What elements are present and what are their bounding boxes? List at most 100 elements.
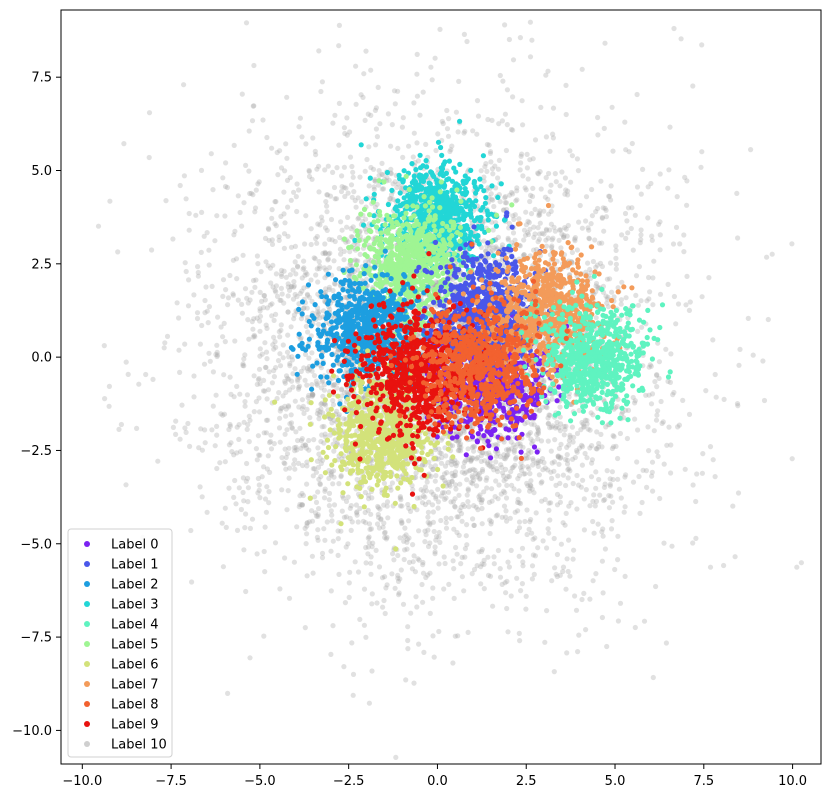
data-point [652, 379, 658, 385]
data-point [237, 209, 243, 216]
data-point [574, 449, 580, 455]
data-point [684, 273, 690, 279]
data-point [520, 122, 526, 128]
data-point [352, 559, 358, 565]
data-point [416, 641, 422, 647]
data-point [535, 239, 541, 245]
data-point [521, 471, 527, 477]
data-point [349, 640, 355, 646]
data-point [284, 507, 290, 513]
data-point [655, 408, 661, 414]
data-point [344, 366, 350, 372]
data-point [239, 301, 245, 307]
data-point [264, 134, 270, 141]
data-point [217, 460, 223, 466]
data-point [493, 442, 499, 448]
data-point [454, 551, 460, 557]
data-point [541, 231, 547, 237]
data-point [608, 526, 615, 532]
data-point [225, 295, 232, 301]
data-point [464, 492, 470, 498]
data-point [617, 430, 624, 437]
data-point [690, 83, 696, 89]
data-point [273, 283, 279, 289]
data-point [448, 458, 454, 464]
data-point [198, 167, 205, 173]
data-point [182, 260, 188, 266]
data-point [504, 87, 510, 93]
data-point [350, 224, 356, 230]
data-point [318, 88, 324, 95]
data-point [435, 131, 441, 137]
data-point [470, 516, 476, 522]
data-point [289, 357, 295, 363]
data-point [284, 349, 291, 355]
data-point [252, 284, 258, 290]
data-point [644, 298, 650, 304]
data-point [293, 271, 299, 277]
data-point [318, 365, 324, 371]
data-point [638, 298, 644, 304]
data-point [197, 484, 203, 490]
data-point [477, 475, 483, 481]
data-point [479, 466, 486, 473]
data-point [328, 548, 334, 554]
data-point [306, 294, 312, 300]
data-point [336, 481, 342, 487]
data-point [363, 634, 369, 640]
data-point [526, 447, 532, 454]
data-point [210, 369, 216, 375]
data-point [734, 401, 741, 407]
data-point [273, 365, 279, 371]
data-point [491, 554, 497, 560]
data-point [367, 526, 373, 533]
data-point [284, 94, 290, 100]
data-point [210, 187, 216, 193]
data-point [620, 409, 626, 415]
data-point [595, 205, 601, 212]
data-point [610, 148, 616, 154]
data-point [619, 232, 625, 238]
data-point [321, 401, 327, 407]
data-point [645, 424, 651, 430]
data-point [585, 260, 591, 266]
data-point [290, 384, 296, 390]
data-point [453, 486, 459, 492]
data-point [491, 203, 497, 210]
data-point [358, 92, 364, 98]
data-point [549, 237, 555, 243]
data-point [347, 569, 353, 575]
data-point [328, 471, 334, 477]
data-point [187, 443, 193, 449]
data-point [405, 624, 411, 630]
data-point [508, 593, 514, 599]
data-point [355, 569, 362, 575]
data-point [321, 440, 327, 446]
data-point [654, 449, 660, 455]
data-point [316, 506, 322, 512]
data-point [309, 382, 315, 388]
data-point [510, 57, 517, 63]
data-point [349, 194, 355, 200]
data-point [558, 421, 564, 427]
data-point [554, 573, 560, 580]
data-point [538, 186, 544, 192]
data-point [455, 439, 461, 445]
data-point [476, 549, 482, 555]
data-point [293, 429, 299, 435]
data-point [314, 233, 320, 240]
data-point [319, 79, 325, 85]
data-point [430, 585, 436, 591]
data-point [245, 485, 251, 491]
data-point [323, 199, 329, 205]
data-point [221, 320, 227, 326]
data-point [493, 513, 499, 519]
data-point [182, 341, 188, 347]
data-point [551, 669, 557, 675]
data-point [509, 482, 515, 488]
data-point [584, 421, 590, 427]
data-point [266, 237, 272, 244]
data-point [321, 265, 327, 271]
data-point [498, 462, 504, 468]
data-point [257, 452, 263, 458]
